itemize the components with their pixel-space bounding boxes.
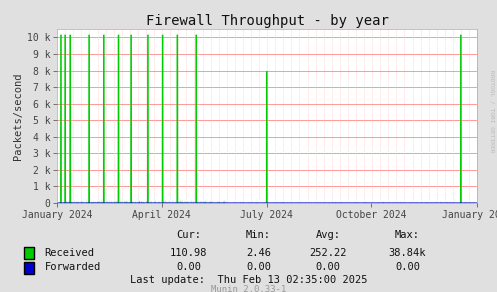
Text: 0.00: 0.00 (246, 262, 271, 272)
Text: Cur:: Cur: (176, 230, 201, 240)
Text: Last update:  Thu Feb 13 02:35:00 2025: Last update: Thu Feb 13 02:35:00 2025 (130, 275, 367, 285)
Text: Received: Received (45, 248, 95, 258)
Text: 0.00: 0.00 (395, 262, 420, 272)
Text: 38.84k: 38.84k (389, 248, 426, 258)
Text: Max:: Max: (395, 230, 420, 240)
Text: Avg:: Avg: (316, 230, 340, 240)
Text: RRDTOOL / TOBI OETIKER: RRDTOOL / TOBI OETIKER (490, 70, 495, 152)
Text: 110.98: 110.98 (170, 248, 208, 258)
Text: Min:: Min: (246, 230, 271, 240)
Text: 2.46: 2.46 (246, 248, 271, 258)
Text: 0.00: 0.00 (176, 262, 201, 272)
Text: Munin 2.0.33-1: Munin 2.0.33-1 (211, 285, 286, 292)
Title: Firewall Throughput - by year: Firewall Throughput - by year (146, 14, 389, 28)
Text: 252.22: 252.22 (309, 248, 347, 258)
Y-axis label: Packets/second: Packets/second (12, 72, 22, 160)
Text: 0.00: 0.00 (316, 262, 340, 272)
Text: Forwarded: Forwarded (45, 262, 101, 272)
